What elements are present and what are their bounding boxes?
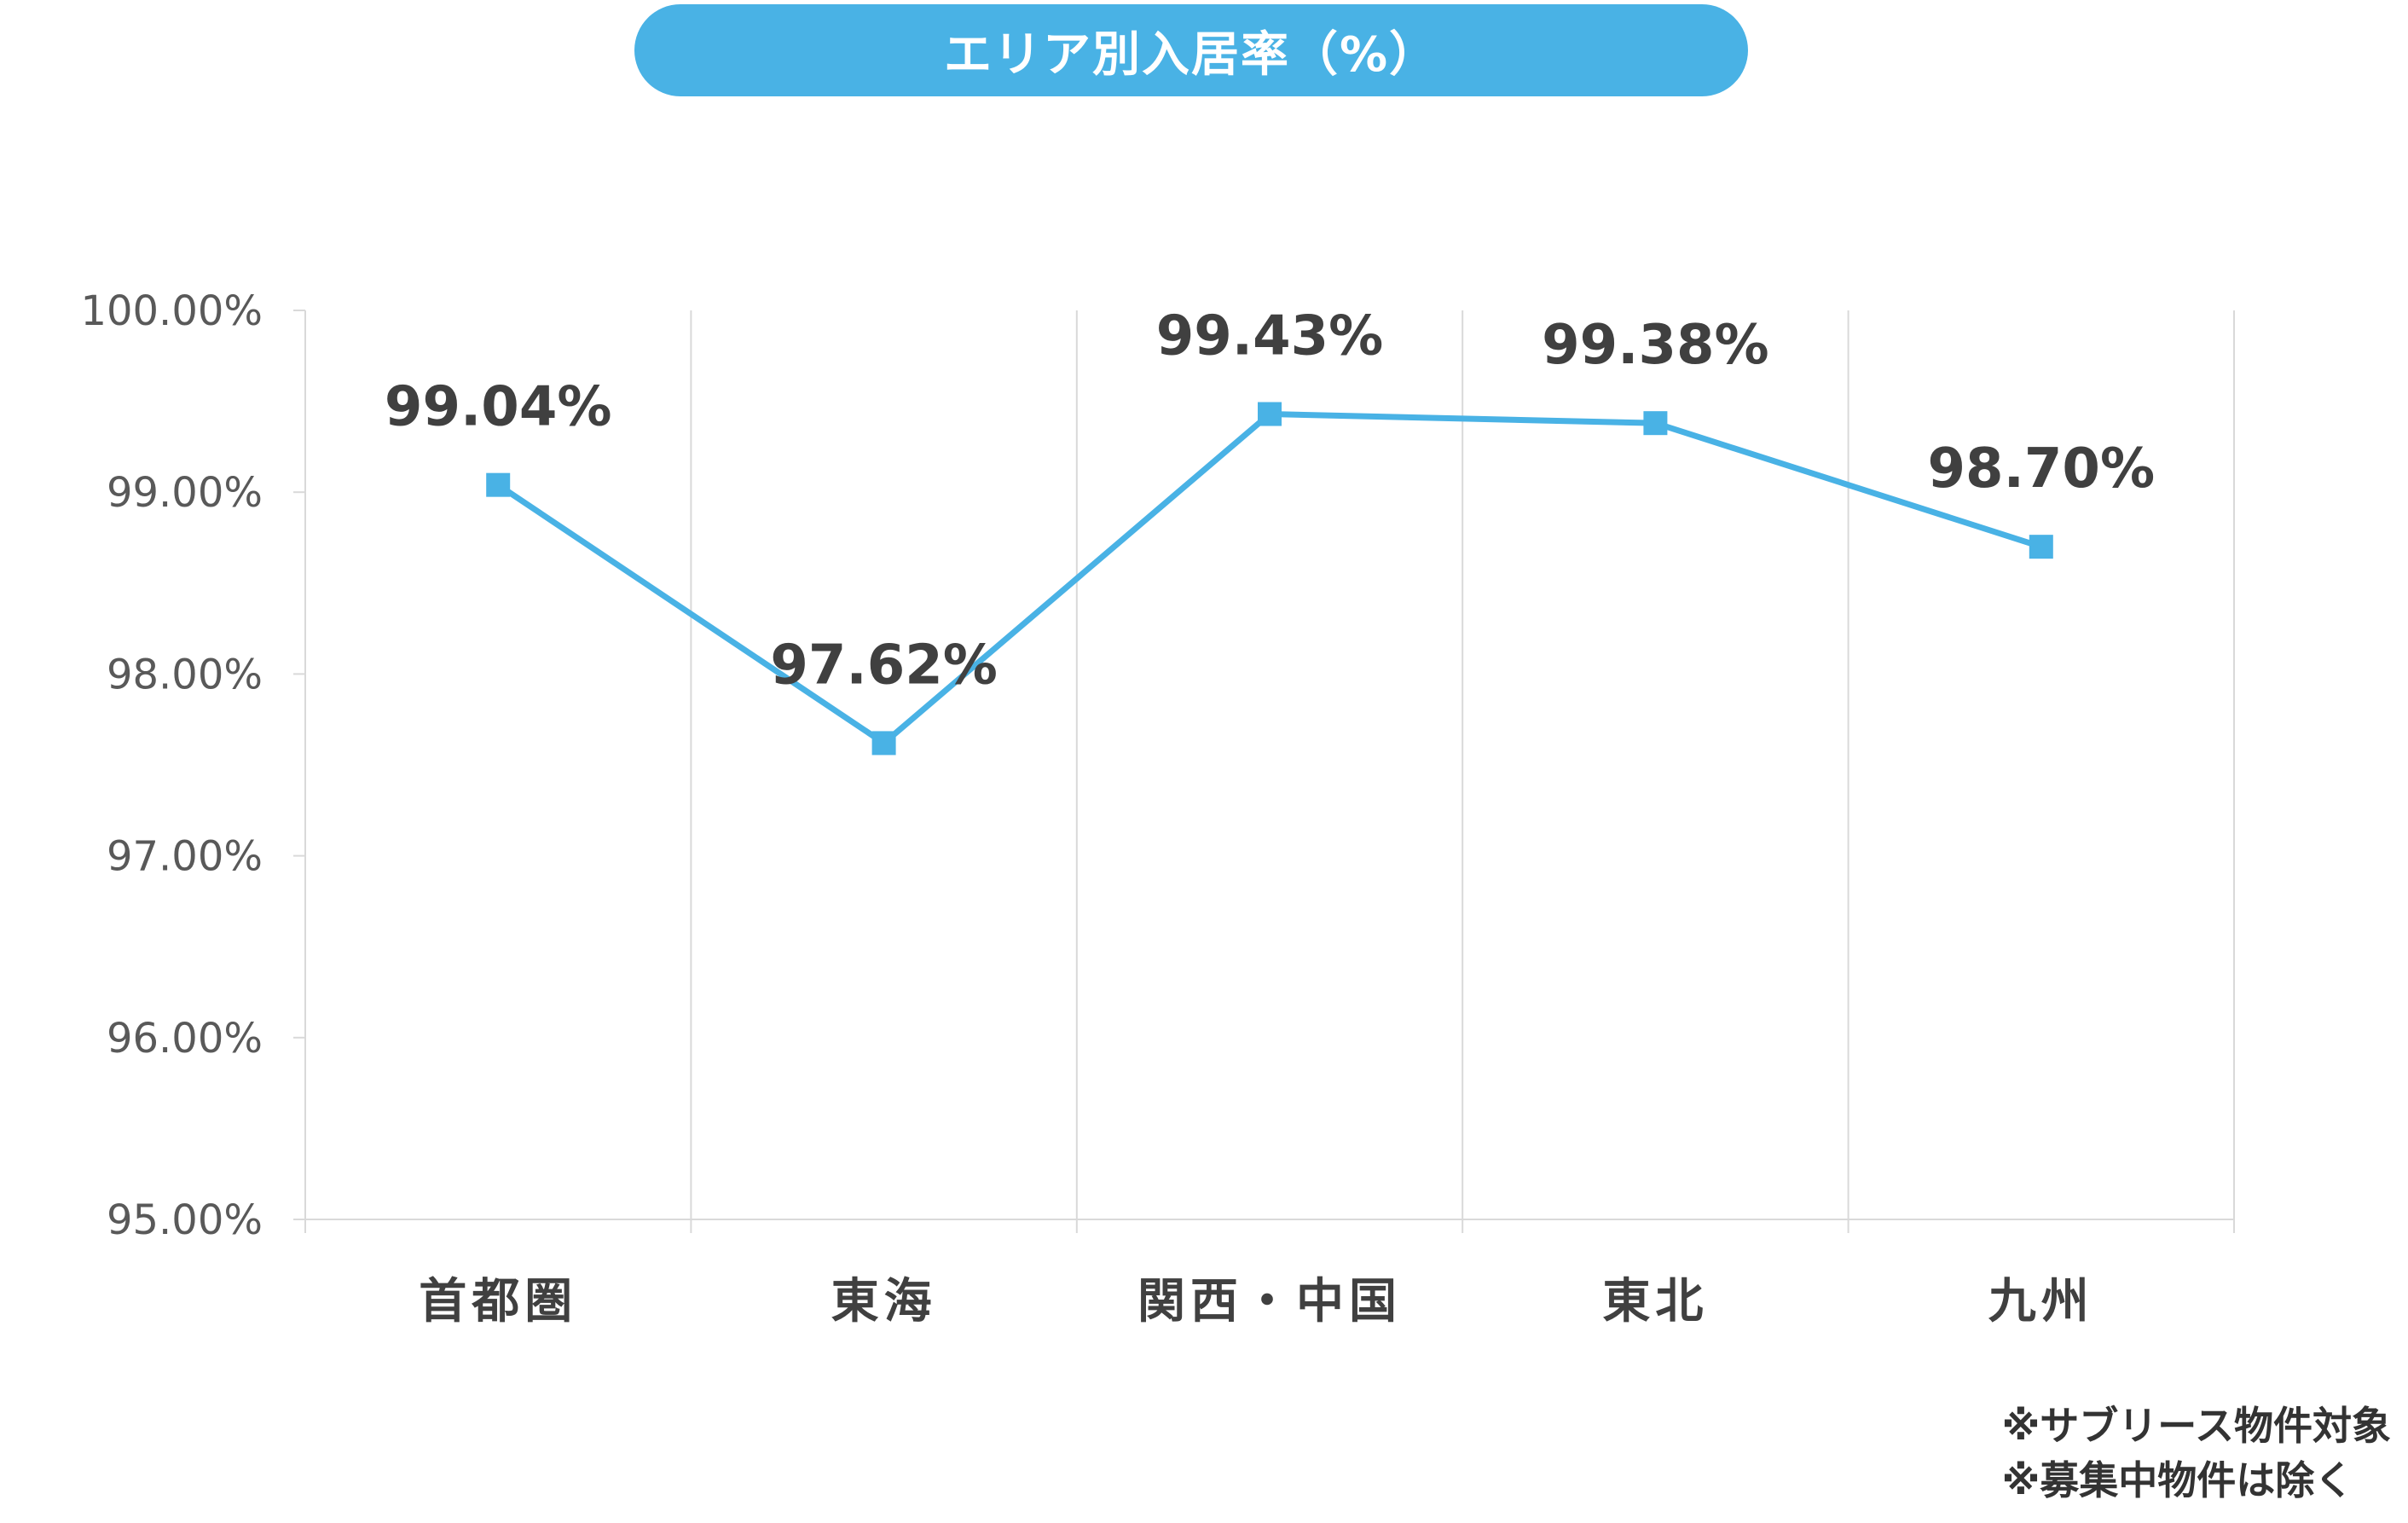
y-tick-label: 99.00%: [107, 469, 263, 517]
data-label: 97.62%: [770, 634, 998, 697]
y-tick-label: 96.00%: [107, 1015, 263, 1063]
data-point-marker: [486, 472, 511, 497]
x-tick-label: 関西・中国: [1137, 1274, 1402, 1329]
data-point-marker: [2029, 535, 2053, 559]
x-axis-ticks: 首都圏 東海 関西・中国 東北 九州: [419, 1274, 2094, 1329]
y-tick-label: 100.00%: [80, 287, 263, 335]
x-tick-label: 首都圏: [419, 1274, 577, 1329]
footnotes: ※サブリース物件対象 ※募集中物件は除く: [2002, 1398, 2391, 1508]
data-label: 99.43%: [1156, 305, 1384, 368]
axis-layer: [293, 310, 2235, 1233]
y-axis-ticks: 100.00% 99.00% 98.00% 97.00% 96.00% 95.00%: [80, 287, 263, 1244]
series-layer: [486, 402, 2053, 756]
data-labels: 99.04% 97.62% 99.43% 99.38% 98.70%: [385, 305, 2155, 698]
chart-title-pill: エリア別入居率（%）: [634, 4, 1748, 96]
data-label: 99.38%: [1542, 314, 1769, 377]
footnote: ※募集中物件は除く: [2001, 1457, 2354, 1503]
series-line: [496, 411, 2042, 746]
y-tick-label: 95.00%: [107, 1196, 263, 1244]
y-tick-label: 98.00%: [107, 651, 263, 698]
footnote: ※サブリース物件対象: [2001, 1403, 2391, 1449]
data-point-marker: [1258, 402, 1282, 426]
data-label: 98.70%: [1928, 437, 2156, 501]
x-tick-label: 東北: [1602, 1274, 1708, 1329]
data-label: 99.04%: [385, 376, 612, 439]
chart-title: エリア別入居率（%）: [943, 26, 1439, 83]
grid-layer: [304, 310, 2235, 1219]
data-point-marker: [871, 731, 896, 756]
y-tick-label: 97.00%: [107, 833, 263, 881]
x-tick-label: 九州: [1988, 1274, 2094, 1329]
x-tick-label: 東海: [831, 1274, 937, 1329]
data-point-marker: [1643, 411, 1668, 436]
